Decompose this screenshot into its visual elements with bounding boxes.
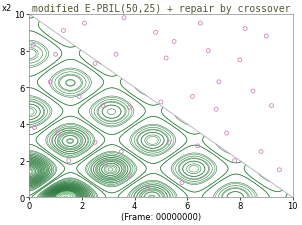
Point [166,141,171,144]
Point [101,104,105,108]
Point [66,159,71,163]
Point [214,108,219,112]
Point [217,81,221,84]
Point [264,35,269,38]
Point [127,106,132,110]
Point [172,40,176,44]
Point [259,150,263,154]
Point [82,22,87,26]
Point [53,53,58,57]
Point [269,104,274,108]
Point [77,95,82,99]
Point [232,159,237,163]
Point [195,144,200,148]
Point [119,150,124,154]
Point [31,44,36,48]
Title: modified E-PBIL(50,25) + repair by crossover: modified E-PBIL(50,25) + repair by cross… [32,4,290,14]
Point [237,59,242,62]
Point [277,168,282,172]
X-axis label: (Frame: 00000000): (Frame: 00000000) [121,212,201,221]
Point [56,132,61,135]
Y-axis label: x2: x2 [2,4,12,13]
Point [32,126,37,130]
Point [190,95,195,99]
Point [180,181,185,184]
Point [145,187,150,190]
Point [206,50,211,53]
Point [48,81,53,84]
Point [251,90,255,93]
Point [224,132,229,135]
Point [114,53,118,57]
Point [61,29,66,33]
Point [127,174,132,177]
Point [103,163,108,166]
Point [159,101,163,104]
Point [93,62,98,66]
Point [153,31,158,35]
Point [198,22,203,26]
Point [122,17,127,20]
Point [164,57,169,61]
Point [93,141,98,144]
Point [243,28,248,31]
